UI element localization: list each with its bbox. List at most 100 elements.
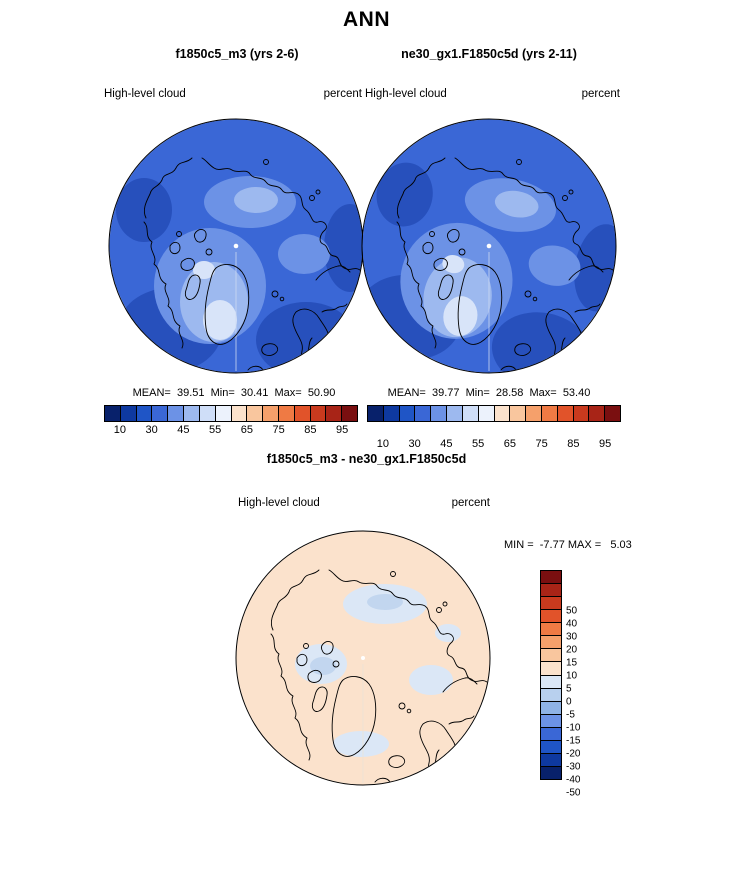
pole-dot (233, 243, 239, 249)
colorbar-segment (541, 623, 561, 637)
colorbar-segment (136, 406, 153, 421)
colorbar-segment (526, 406, 542, 421)
colorbar-tick-label: -10 (566, 722, 581, 734)
colorbar-tick-label: 40 (566, 618, 578, 630)
colorbar-tick-label: 20 (566, 644, 578, 656)
minmax-line-diff: MIN = -7.77 MAX = 5.03 (504, 539, 632, 551)
colorbar-segment (199, 406, 216, 421)
variable-label: High-level cloud (104, 88, 186, 100)
colorbar-segment (541, 675, 561, 689)
colorbar-tick-label: 75 (535, 438, 548, 450)
pole-dot (486, 243, 492, 249)
label-row-diff: High-level cloud percent (238, 497, 490, 509)
colorbar-tick-label: 30 (145, 424, 158, 436)
figure-title: ANN (343, 8, 390, 31)
label-row-model2: High-level cloud percent (365, 88, 620, 100)
colorbar-tick-label: 95 (336, 424, 349, 436)
colorbar-segment (415, 406, 432, 421)
colorbar-segment (247, 406, 264, 421)
panel-title-model2: ne30_gx1.F1850c5d (yrs 2-11) (401, 47, 577, 61)
polar-map-model1 (108, 118, 364, 374)
panel-title-diff: f1850c5_m3 - ne30_gx1.F1850c5d (266, 452, 467, 466)
colorbar-segment (573, 406, 590, 421)
colorbar-segment (383, 406, 400, 421)
polar-map-diff (235, 530, 491, 786)
colorbar-tick-label: 10 (113, 424, 126, 436)
colorbar-segment (294, 406, 311, 421)
colorbar-segment (215, 406, 232, 421)
colorbar-ticks-model2: 10 30 45 55 65 75 85 95 (367, 438, 621, 452)
colorbar-tick-label: 65 (503, 438, 516, 450)
colorbar-segment (541, 688, 561, 702)
panel-title-model1: f1850c5_m3 (yrs 2-6) (175, 47, 299, 61)
colorbar-tick-label: 10 (566, 670, 578, 682)
colorbar-tick-label: 55 (209, 424, 222, 436)
colorbar-segment (541, 740, 561, 754)
colorbar-ticks-diff: 50 40 30 20 15 10 5 0 -5 -10 -15 -20 -30 -40 -50 (566, 598, 594, 806)
colorbar-segment (541, 571, 561, 585)
stats-line-model1: MEAN= 39.51 Min= 30.41 Max= 50.90 (132, 387, 336, 399)
polar-map-model2 (361, 118, 617, 374)
colorbar-tick-label: 65 (240, 424, 253, 436)
stats-line-model2: MEAN= 39.77 Min= 28.58 Max= 53.40 (387, 387, 591, 399)
colorbar-segment (120, 406, 137, 421)
colorbar-segment (605, 406, 620, 421)
colorbar-tick-label: 50 (566, 605, 578, 617)
colorbar-segment (168, 406, 185, 421)
colorbar-segment (557, 406, 574, 421)
colorbar-segment (541, 636, 561, 650)
colorbar-segment (541, 584, 561, 598)
colorbar-segment (263, 406, 279, 421)
colorbar-segment (310, 406, 327, 421)
colorbar-segment (105, 406, 121, 421)
colorbar-segment (494, 406, 511, 421)
colorbar-segment (541, 753, 561, 767)
colorbar-tick-label: -50 (566, 787, 581, 799)
pole-dot (361, 656, 365, 660)
colorbar-segment (152, 406, 169, 421)
horizontal-colorbar-model1 (104, 405, 358, 422)
colorbar-segment (342, 406, 357, 421)
colorbar-tick-label: 30 (566, 631, 578, 643)
units-label: percent (451, 497, 490, 509)
variable-label: High-level cloud (365, 88, 447, 100)
colorbar-segment (326, 406, 343, 421)
colorbar-segment (541, 597, 561, 611)
horizontal-colorbar-model2 (367, 405, 621, 422)
colorbar-tick-label: -30 (566, 761, 581, 773)
colorbar-segment (368, 406, 384, 421)
colorbar-segment (541, 766, 561, 779)
colorbar-tick-label: 0 (566, 696, 572, 708)
colorbar-tick-label: 85 (304, 424, 317, 436)
colorbar-tick-label: -15 (566, 735, 581, 747)
units-label: percent (581, 88, 620, 100)
colorbar-segment (431, 406, 448, 421)
colorbar-tick-label: 30 (408, 438, 421, 450)
colorbar-segment (541, 714, 561, 728)
label-row-model1: High-level cloud percent (104, 88, 362, 100)
vertical-colorbar-diff (540, 570, 562, 780)
colorbar-tick-label: -5 (566, 709, 575, 721)
colorbar-segment (447, 406, 463, 421)
colorbar-tick-label: 5 (566, 683, 572, 695)
colorbar-tick-label: 75 (272, 424, 285, 436)
colorbar-tick-label: 45 (440, 438, 453, 450)
variable-label: High-level cloud (238, 497, 320, 509)
colorbar-segment (231, 406, 248, 421)
colorbar-segment (541, 727, 561, 741)
colorbar-segment (278, 406, 295, 421)
colorbar-segment (462, 406, 479, 421)
colorbar-tick-label: 95 (599, 438, 612, 450)
colorbar-tick-label: -40 (566, 774, 581, 786)
colorbar-segment (589, 406, 606, 421)
units-label: percent (323, 88, 362, 100)
colorbar-segment (478, 406, 495, 421)
colorbar-segment (184, 406, 200, 421)
colorbar-segment (541, 649, 561, 663)
colorbar-segment (541, 662, 561, 676)
colorbar-tick-label: 15 (566, 657, 578, 669)
colorbar-tick-label: 85 (567, 438, 580, 450)
colorbar-tick-label: 45 (177, 424, 190, 436)
colorbar-segment (541, 406, 558, 421)
